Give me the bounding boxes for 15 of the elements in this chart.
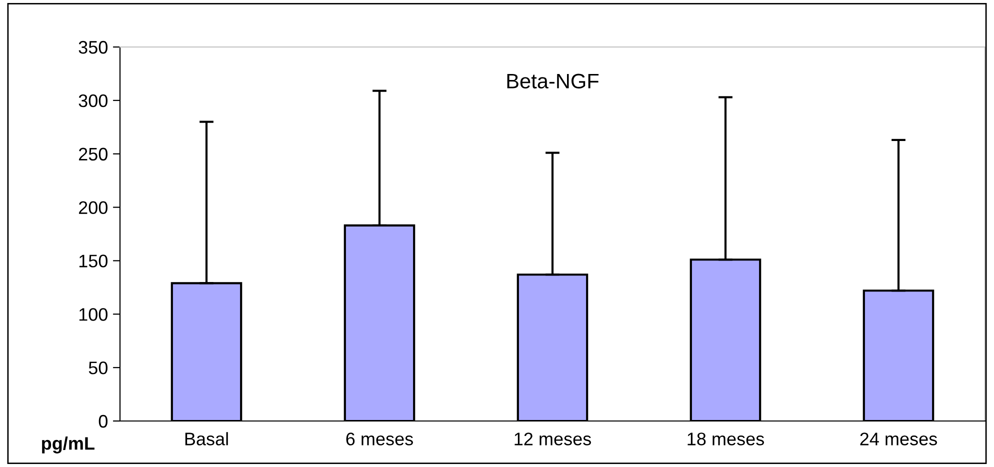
y-tick-label: 200	[78, 201, 108, 214]
y-tick-label: 100	[79, 308, 108, 321]
y-tick-label: 350	[78, 40, 108, 54]
x-tick-label: 24 meses	[860, 432, 937, 446]
x-tick-label: Basal	[185, 432, 228, 446]
x-tick-label: 12 meses	[514, 432, 591, 446]
y-tick-label: 300	[78, 94, 108, 108]
y-tick-label: 50	[88, 362, 108, 374]
y-tick-label: 150	[79, 254, 108, 268]
x-tick-label: 6 meses	[346, 432, 413, 446]
y-tick-label: 0	[98, 414, 108, 428]
x-axis-title: pg/mL	[42, 436, 94, 454]
y-tick-label: 250	[78, 148, 108, 161]
text: Beta-NGF	[507, 74, 599, 88]
x-tick-label: 18 meses	[688, 432, 764, 446]
